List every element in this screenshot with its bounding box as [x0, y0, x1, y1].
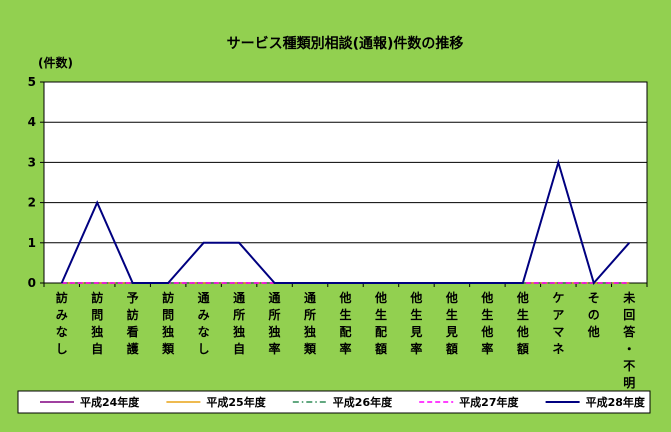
legend-label: 平成27年度 — [459, 395, 519, 409]
x-tick-label: ケアマネ — [552, 291, 564, 356]
x-tick-label: 通所独類 — [303, 290, 317, 356]
y-tick-label: 0 — [28, 276, 36, 290]
x-tick-label: 他生他額 — [516, 290, 529, 356]
legend-label: 平成26年度 — [333, 395, 393, 409]
y-tick-label: 4 — [28, 115, 36, 129]
y-axis-label: (件数) — [38, 55, 73, 70]
x-tick-label: 通所独率 — [268, 290, 281, 356]
plot-area — [43, 81, 648, 284]
chart-title: サービス種類別相談(通報)件数の推移 — [227, 35, 464, 52]
x-tick-label: 他生見率 — [409, 290, 422, 356]
x-tick-label: 予訪看護 — [127, 291, 140, 356]
y-tick-label: 3 — [28, 155, 36, 169]
y-tick-label: 2 — [28, 196, 36, 210]
x-tick-label: 訪みなし — [56, 290, 68, 356]
y-tick-label: 5 — [28, 75, 36, 89]
legend-items: 平成24年度 平成25年度 平成26年度 平成27年度 平成28年度 — [40, 395, 646, 409]
legend-label: 平成25年度 — [206, 395, 266, 409]
x-tick-label: 訪問独類 — [161, 290, 175, 356]
x-tick-label: 通みなし — [198, 290, 210, 356]
series-lines — [60, 158, 631, 286]
y-axis-ticks: 0 1 2 3 4 5 — [28, 75, 44, 290]
x-tick-label: 他生配額 — [374, 290, 387, 356]
x-tick-label: その他 — [587, 291, 600, 339]
y-tick-label: 1 — [28, 236, 36, 250]
x-axis-ticks: 訪みなし 訪問独自 予訪看護 訪問独類 通みなし 通所独自 通所独率 通所独類 他生配率 他生配額… — [43, 283, 648, 390]
x-tick-label: 未回答・不明 — [622, 290, 636, 390]
x-tick-label: 通所独自 — [232, 290, 245, 356]
legend — [17, 390, 651, 414]
x-tick-label: 他生見額 — [445, 290, 458, 356]
series-line — [60, 158, 631, 286]
x-tick-label: 訪問独自 — [90, 290, 103, 356]
legend-label: 平成28年度 — [586, 395, 646, 409]
x-tick-label: 他生他率 — [480, 290, 493, 356]
legend-label: 平成24年度 — [80, 395, 140, 409]
x-tick-label: 他生配率 — [338, 290, 351, 356]
